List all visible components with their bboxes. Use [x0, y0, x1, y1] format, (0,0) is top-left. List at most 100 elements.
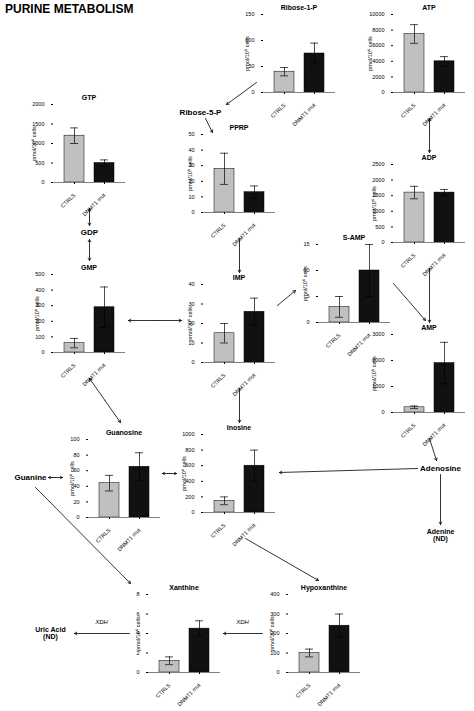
- svg-text:pmol/10⁶ cells: pmol/10⁶ cells: [187, 306, 193, 341]
- svg-text:40: 40: [188, 147, 194, 153]
- svg-text:2000: 2000: [372, 74, 384, 80]
- svg-text:0: 0: [136, 669, 139, 675]
- svg-text:0: 0: [276, 669, 279, 675]
- svg-text:40: 40: [188, 281, 194, 287]
- svg-text:300: 300: [35, 302, 45, 309]
- svg-text:DNMT1 mut: DNMT1 mut: [291, 102, 317, 128]
- svg-text:CTRLS: CTRLS: [209, 222, 226, 239]
- svg-text:0: 0: [251, 89, 254, 95]
- svg-text:DNMT1 mut: DNMT1 mut: [316, 682, 342, 708]
- svg-text:Uric Acid(ND): Uric Acid(ND): [35, 626, 65, 641]
- svg-text:0: 0: [191, 509, 194, 515]
- svg-text:500: 500: [35, 160, 44, 166]
- svg-text:pmol/10⁶ cells: pmol/10⁶ cells: [269, 616, 275, 651]
- svg-text:6: 6: [136, 611, 139, 617]
- svg-text:pmol/10⁶ cells: pmol/10⁶ cells: [367, 36, 373, 71]
- svg-text:DNMT1 mut: DNMT1 mut: [81, 192, 107, 218]
- svg-text:50: 50: [188, 131, 194, 137]
- svg-text:DNMT1 mut: DNMT1 mut: [421, 252, 447, 278]
- svg-text:0: 0: [76, 514, 79, 520]
- svg-text:CTRLS: CTRLS: [209, 522, 226, 539]
- svg-text:80: 80: [73, 452, 79, 458]
- svg-text:DNMT1 mut: DNMT1 mut: [116, 527, 142, 553]
- svg-text:2500: 2500: [372, 161, 384, 167]
- svg-text:CTRLS: CTRLS: [269, 102, 286, 119]
- html-text:PURINE METABOLISM: PURINE METABOLISM: [5, 2, 134, 16]
- svg-text:0: 0: [191, 209, 194, 215]
- svg-text:200: 200: [185, 494, 194, 500]
- svg-text:Adenosine: Adenosine: [420, 464, 461, 473]
- svg-text:100: 100: [70, 436, 79, 442]
- svg-text:pmol/10⁶ cells: pmol/10⁶ cells: [34, 296, 40, 331]
- svg-text:Adenine(ND): Adenine(ND): [427, 528, 455, 543]
- svg-text:500: 500: [375, 224, 384, 230]
- svg-text:400: 400: [185, 478, 194, 484]
- html-text:GMP: GMP: [81, 264, 97, 271]
- svg-text:pmol/10⁶ cells: pmol/10⁶ cells: [31, 126, 37, 161]
- svg-text:0: 0: [381, 239, 384, 245]
- svg-text:CTRLS: CTRLS: [399, 252, 416, 269]
- svg-text:DNMT1 mut: DNMT1 mut: [231, 372, 257, 398]
- svg-text:2000: 2000: [32, 101, 44, 107]
- svg-text:DNMT1 mut: DNMT1 mut: [346, 332, 372, 358]
- html-text:GTP: GTP: [81, 94, 97, 101]
- svg-text:0: 0: [41, 179, 44, 185]
- svg-text:XDH: XDH: [235, 619, 249, 625]
- svg-text:400: 400: [35, 287, 44, 293]
- svg-text:500: 500: [35, 271, 44, 277]
- svg-text:CTRLS: CTRLS: [94, 527, 111, 544]
- svg-text:15: 15: [303, 241, 309, 247]
- svg-text:pmol/10⁶ cells: pmol/10⁶ cells: [69, 461, 75, 496]
- svg-text:800: 800: [185, 447, 194, 453]
- svg-text:DNMT1 mut: DNMT1 mut: [421, 422, 447, 448]
- svg-text:0: 0: [381, 89, 384, 95]
- svg-text:1500: 1500: [32, 121, 44, 127]
- svg-text:0: 0: [41, 349, 44, 355]
- svg-text:CTRLS: CTRLS: [399, 422, 416, 439]
- svg-text:0: 0: [306, 319, 309, 325]
- svg-text:1000: 1000: [32, 140, 45, 147]
- svg-text:0: 0: [191, 359, 194, 365]
- svg-text:150: 150: [245, 11, 254, 17]
- svg-text:pmol/10⁶ cells: pmol/10⁶ cells: [187, 156, 193, 191]
- svg-text:pmol/10⁶ cells: pmol/10⁶ cells: [371, 356, 377, 391]
- svg-text:CTRLS: CTRLS: [154, 682, 171, 699]
- svg-text:30: 30: [188, 301, 194, 307]
- svg-text:1000: 1000: [182, 431, 194, 437]
- svg-text:400: 400: [270, 591, 279, 597]
- svg-text:0: 0: [381, 409, 384, 415]
- svg-text:pmol/10⁶ cells: pmol/10⁶ cells: [244, 36, 250, 71]
- svg-text:pmol/10⁶ cells: pmol/10⁶ cells: [302, 266, 308, 301]
- svg-text:6000: 6000: [372, 42, 384, 48]
- svg-text:CTRLS: CTRLS: [324, 332, 341, 349]
- svg-text:XDH: XDH: [94, 619, 108, 625]
- svg-text:Guanine: Guanine: [14, 473, 47, 482]
- svg-text:10000: 10000: [369, 11, 384, 17]
- svg-text:20: 20: [73, 499, 79, 505]
- svg-text:DNMT1 mut: DNMT1 mut: [421, 102, 447, 128]
- svg-text:DNMT1 mut: DNMT1 mut: [231, 222, 257, 248]
- svg-text:DNMT1 mut: DNMT1 mut: [176, 682, 202, 708]
- svg-text:pmol/10⁶ cells: pmol/10⁶ cells: [371, 186, 377, 221]
- svg-text:Ribose-5-P: Ribose-5-P: [180, 108, 222, 117]
- svg-text:300: 300: [270, 611, 279, 617]
- svg-text:CTRLS: CTRLS: [59, 192, 76, 209]
- svg-text:10: 10: [188, 194, 194, 200]
- svg-text:600: 600: [185, 462, 194, 468]
- svg-text:8: 8: [136, 591, 139, 597]
- svg-text:100: 100: [35, 334, 44, 340]
- svg-text:DNMT1 mut: DNMT1 mut: [231, 522, 257, 548]
- svg-text:CTRLS: CTRLS: [399, 102, 416, 119]
- svg-text:4000: 4000: [372, 58, 384, 64]
- svg-text:CTRLS: CTRLS: [209, 372, 226, 389]
- svg-text:pmol/10⁶ cells: pmol/10⁶ cells: [181, 456, 187, 491]
- svg-text:DNMT1 mut: DNMT1 mut: [81, 362, 107, 388]
- svg-text:3000: 3000: [372, 331, 384, 337]
- svg-text:2000: 2000: [372, 177, 384, 183]
- svg-text:pmol/10⁶ cells: pmol/10⁶ cells: [135, 616, 141, 651]
- svg-text:GDP: GDP: [81, 228, 99, 237]
- svg-text:CTRLS: CTRLS: [59, 362, 76, 379]
- svg-text:8000: 8000: [372, 27, 384, 33]
- svg-text:200: 200: [35, 318, 45, 325]
- svg-text:CTRLS: CTRLS: [294, 682, 311, 699]
